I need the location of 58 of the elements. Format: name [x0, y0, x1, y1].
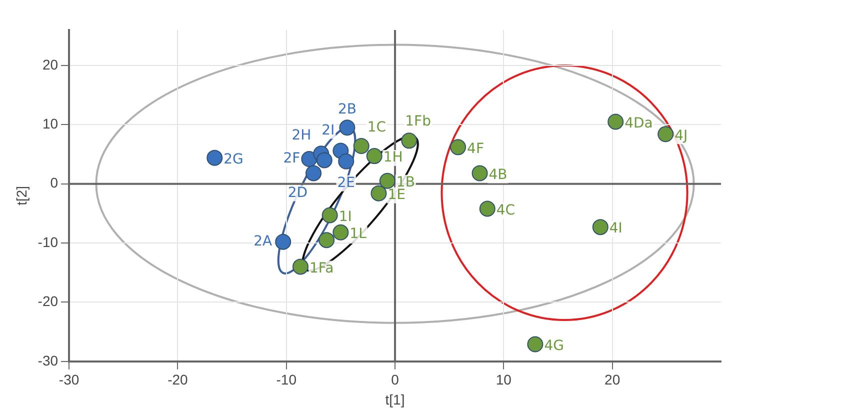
y-tick-label: 10: [42, 116, 58, 132]
y-tick-label: -20: [38, 293, 58, 310]
annotation: 2E: [337, 175, 356, 192]
annotation: 1Fb: [405, 113, 432, 130]
annotation: 2D: [288, 184, 308, 201]
annotation: 2B: [338, 101, 356, 118]
x-tick-label: -30: [58, 372, 80, 388]
point: [450, 139, 466, 156]
point: [479, 200, 496, 217]
point: [206, 150, 223, 166]
annotation: 2A: [254, 234, 273, 250]
annotation: 4G: [544, 338, 564, 354]
point: [608, 114, 624, 130]
annotation: 4I: [609, 220, 622, 237]
annotation: 4J: [674, 128, 688, 144]
y-tick-label: -10: [38, 234, 58, 250]
point: [318, 232, 335, 248]
x-tick-label: 0: [391, 372, 400, 388]
y-axis-title: t[2]: [13, 186, 30, 206]
point: [292, 258, 308, 275]
point: [370, 185, 387, 202]
annotation: 4C: [496, 202, 516, 218]
x-axis-title: t[1]: [385, 391, 405, 408]
point: [306, 165, 322, 182]
point: [275, 234, 292, 250]
annotation: 4B: [488, 166, 508, 183]
annotation: 2H: [292, 127, 312, 144]
point: [379, 172, 396, 189]
x-tick-label: 20: [604, 372, 620, 388]
annotation: 1C: [367, 120, 386, 136]
point: [353, 138, 370, 154]
point: [401, 132, 418, 149]
x-tick-label: -20: [168, 372, 188, 388]
y-tick-label: 20: [42, 56, 58, 72]
y-tick-label: 0: [50, 174, 58, 191]
point: [338, 153, 354, 170]
point: [322, 207, 338, 224]
point: [592, 219, 608, 236]
x-tick-label: 10: [496, 372, 512, 388]
point: [527, 336, 544, 352]
annotation: 2I: [322, 122, 335, 138]
annotation: 1H: [383, 150, 403, 166]
point: [316, 152, 332, 168]
point: [332, 224, 349, 240]
x-tick-label: -10: [276, 372, 297, 388]
annotation: 1L: [350, 226, 367, 242]
annotation: 2F: [283, 150, 300, 167]
annotation: 4F: [467, 140, 484, 157]
annotation: 1Fa: [309, 260, 334, 276]
point: [658, 126, 674, 142]
annotation: 2G: [224, 151, 244, 168]
point: [366, 148, 382, 164]
point: [339, 120, 356, 136]
annotation: 1I: [338, 208, 352, 225]
annotation: 4Da: [624, 115, 653, 132]
annotation: 1E: [388, 186, 406, 203]
y-tick-label: -30: [38, 352, 58, 368]
point: [472, 165, 488, 182]
